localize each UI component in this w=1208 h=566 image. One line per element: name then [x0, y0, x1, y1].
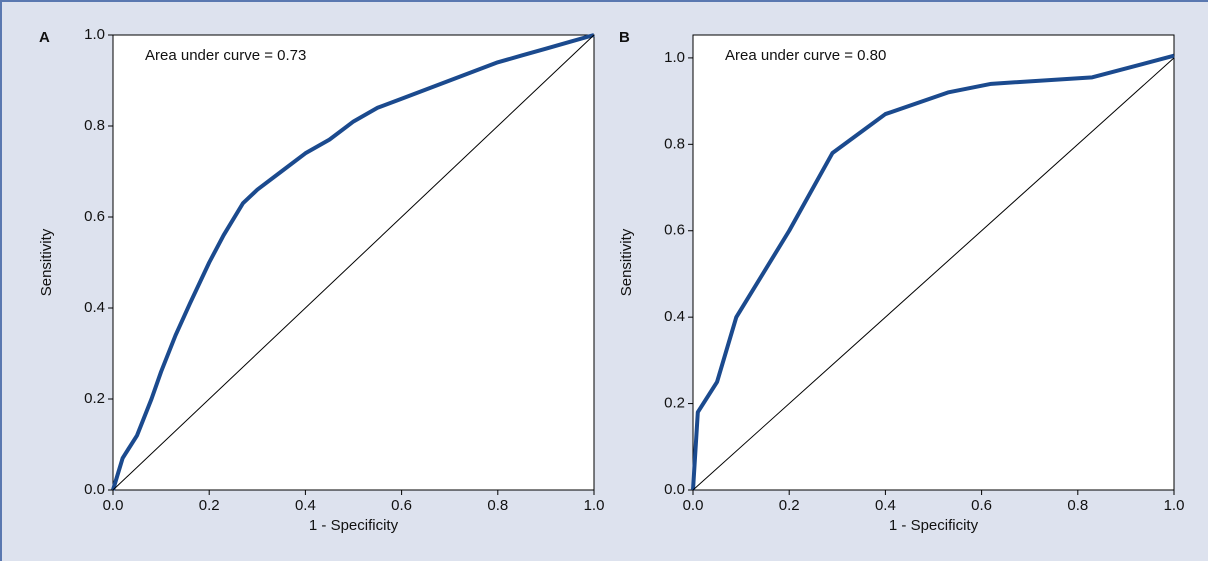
y-tick-label: 0.0	[84, 481, 105, 498]
x-tick-label: 1.0	[584, 497, 605, 514]
x-tick-label: 0.0	[103, 497, 124, 514]
annotation: Area under curve = 0.80	[725, 47, 886, 64]
y-tick-label: 1.0	[84, 26, 105, 43]
x-tick-label: 0.6	[971, 497, 992, 514]
x-tick-label: 0.6	[391, 497, 412, 514]
y-tick-label: 0.8	[664, 135, 685, 152]
y-tick-label: 1.0	[664, 49, 685, 66]
x-tick-label: 0.4	[295, 497, 316, 514]
y-tick-label: 0.6	[664, 222, 685, 239]
y-tick-label: 0.2	[84, 390, 105, 407]
x-tick-label: 0.2	[199, 497, 220, 514]
panel-label: B	[619, 29, 630, 46]
roc-curve	[691, 53, 1175, 491]
x-tick-label: 0.2	[779, 497, 800, 514]
y-tick-label: 0.4	[664, 308, 685, 325]
annotation: Area under curve = 0.73	[145, 47, 306, 64]
y-axis-label: Sensitivity	[38, 228, 55, 296]
roc-curve	[111, 33, 595, 491]
reference-line	[692, 57, 1175, 491]
plot-area	[692, 34, 1175, 491]
x-tick-label: 0.8	[1067, 497, 1088, 514]
reference-line	[112, 34, 595, 491]
x-axis-label: 1 - Specificity	[309, 517, 399, 534]
y-axis-label: Sensitivity	[618, 228, 635, 296]
panel-label: A	[39, 29, 50, 46]
y-tick-label: 0.4	[84, 299, 105, 316]
x-axis-label: 1 - Specificity	[889, 517, 979, 534]
y-tick-label: 0.2	[664, 395, 685, 412]
y-tick-label: 0.0	[664, 481, 685, 498]
x-tick-label: 0.4	[875, 497, 896, 514]
x-tick-label: 0.0	[683, 497, 704, 514]
y-tick-label: 0.6	[84, 208, 105, 225]
y-tick-label: 0.8	[84, 117, 105, 134]
x-tick-label: 0.8	[487, 497, 508, 514]
x-tick-label: 1.0	[1164, 497, 1185, 514]
